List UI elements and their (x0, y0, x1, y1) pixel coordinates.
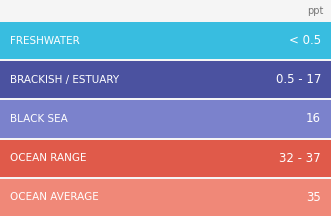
Bar (0, 61, 331, 98)
Bar (0, 179, 331, 216)
Text: 16: 16 (306, 113, 321, 125)
Text: < 0.5: < 0.5 (289, 34, 321, 47)
Text: 0.5 - 17: 0.5 - 17 (276, 73, 321, 86)
Text: OCEAN RANGE: OCEAN RANGE (10, 153, 86, 163)
Text: ppt: ppt (307, 6, 323, 16)
Text: FRESHWATER: FRESHWATER (10, 36, 80, 46)
Bar (0, 100, 331, 138)
Text: 32 - 37: 32 - 37 (279, 152, 321, 165)
Text: BLACK SEA: BLACK SEA (10, 114, 68, 124)
Text: BRACKISH / ESTUARY: BRACKISH / ESTUARY (10, 75, 119, 85)
Text: 35: 35 (306, 191, 321, 204)
Text: OCEAN AVERAGE: OCEAN AVERAGE (10, 192, 99, 202)
Bar (0, 22, 331, 59)
Bar (0, 140, 331, 177)
